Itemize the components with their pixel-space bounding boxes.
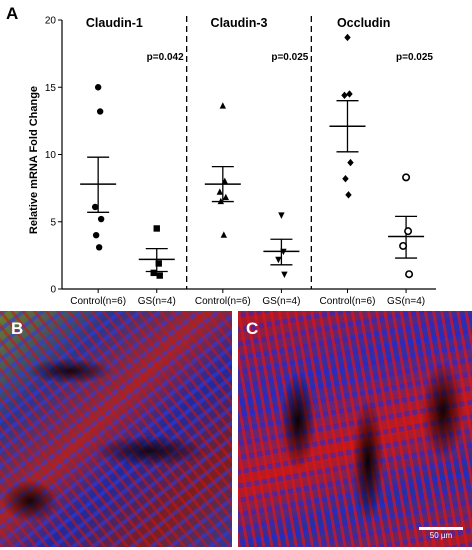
- y-tick-label: 5: [50, 217, 56, 228]
- data-point: [216, 188, 224, 195]
- data-point: [94, 84, 102, 91]
- data-point: [220, 231, 228, 238]
- data-point: [156, 272, 163, 279]
- scale-bar-label: 50 µm: [429, 531, 453, 540]
- data-point: [97, 215, 105, 223]
- data-point: [402, 173, 411, 182]
- data-point: [96, 108, 104, 115]
- y-tick-label: 10: [45, 150, 57, 161]
- data-point: [222, 193, 230, 201]
- data-point: [219, 102, 227, 109]
- data-point: [95, 244, 103, 251]
- micrograph-panel-c: C: [238, 311, 472, 547]
- chart-svg: A Relative mRNA Fold Change 0 5 10 15 20 Clau…: [6, 4, 436, 307]
- data-point: [345, 191, 352, 199]
- scale-bar: [419, 527, 463, 530]
- panel-label-b: B: [11, 319, 24, 338]
- data-point: [92, 232, 100, 239]
- x-tick-label: GS(n=4): [262, 296, 300, 307]
- data-point: [278, 212, 285, 219]
- y-axis-label: Relative mRNA Fold Change: [28, 86, 40, 234]
- data-point: [404, 227, 413, 236]
- x-tick-label: Control(n=6): [195, 296, 251, 307]
- y-tick-label: 20: [45, 16, 57, 27]
- data-point: [221, 177, 229, 184]
- data-point: [91, 203, 99, 211]
- x-tick-label: Control(n=6): [70, 296, 126, 307]
- p-value-label: p=0.025: [396, 52, 433, 63]
- data-point: [280, 248, 287, 256]
- y-tick-label: 15: [45, 83, 57, 94]
- plot-area: 0 5 10 15 20 Claudin-1 p=0.042 Control(n=6) GS(n…: [45, 16, 436, 307]
- data-point: [342, 175, 349, 183]
- data-point: [399, 241, 408, 250]
- data-point: [344, 33, 351, 42]
- panel-label-c: C: [246, 319, 259, 338]
- data-point: [217, 197, 225, 205]
- x-tick-label: GS(n=4): [387, 296, 425, 307]
- panel-title: Occludin: [337, 16, 390, 30]
- y-tick-label: 0: [50, 285, 56, 296]
- p-value-label: p=0.025: [271, 52, 308, 63]
- data-point: [281, 271, 288, 279]
- x-tick-label: GS(n=4): [138, 296, 176, 307]
- data-point: [155, 260, 162, 267]
- panel-title: Claudin-1: [86, 16, 143, 30]
- data-point: [275, 256, 282, 264]
- panel-label-a: A: [6, 4, 18, 23]
- micrograph-panel-b: B: [0, 311, 232, 547]
- p-value-label: p=0.042: [147, 52, 184, 63]
- data-point: [341, 91, 348, 100]
- x-tick-label: Control(n=6): [320, 296, 376, 307]
- data-point: [150, 269, 157, 277]
- data-point: [346, 90, 353, 98]
- data-point: [405, 270, 414, 279]
- panel-title: Claudin-3: [211, 16, 268, 30]
- data-point: [347, 158, 354, 167]
- data-point: [153, 225, 160, 232]
